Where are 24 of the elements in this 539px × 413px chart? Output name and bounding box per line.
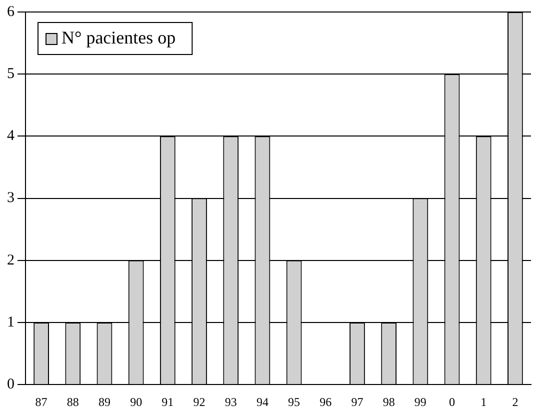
x-tick-label: 90 bbox=[130, 394, 142, 409]
y-tick-label: 5 bbox=[7, 66, 14, 82]
legend-label: N° pacientes op bbox=[62, 28, 176, 48]
x-tick-label: 89 bbox=[98, 394, 110, 409]
x-tick-label: 1 bbox=[480, 394, 487, 409]
x-tick-label: 91 bbox=[162, 394, 174, 409]
y-tick-label: 0 bbox=[7, 376, 14, 393]
x-tick-label: 96 bbox=[320, 394, 332, 409]
y-tick-label: 4 bbox=[7, 128, 15, 144]
x-tick-label: 2 bbox=[512, 394, 518, 409]
x-tick-label: 92 bbox=[193, 394, 206, 409]
x-tick-label: 87 bbox=[35, 394, 48, 409]
y-tick-label: 3 bbox=[7, 190, 14, 206]
x-tick-label: 93 bbox=[224, 394, 237, 409]
x-tick-label: 0 bbox=[449, 394, 456, 409]
x-tick-label: 95 bbox=[288, 394, 300, 409]
y-tick-label: 2 bbox=[7, 252, 14, 268]
x-tick-label: 99 bbox=[414, 394, 426, 409]
x-tick-label: 88 bbox=[66, 394, 79, 409]
y-tick-label: 1 bbox=[7, 314, 14, 330]
x-tick-label: 97 bbox=[351, 394, 364, 409]
y-tick-label: 6 bbox=[7, 4, 15, 20]
x-tick-label: 94 bbox=[256, 394, 268, 409]
x-tick-label: 98 bbox=[382, 394, 395, 409]
